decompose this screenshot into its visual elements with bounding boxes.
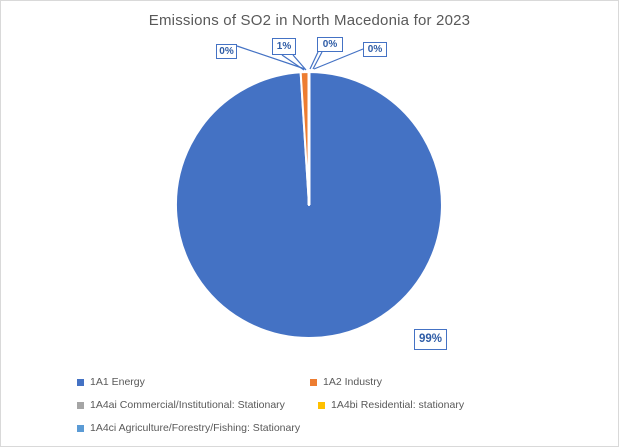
data-label-callout-slice-1[interactable]: 1% (272, 38, 296, 55)
legend-marker-icon (77, 424, 84, 432)
chart-title: Emissions of SO2 in North Macedonia for … (148, 12, 471, 29)
legend-item-1[interactable]: 1A2 Industry (310, 375, 382, 389)
legend-item-label: 1A4ai Commercial/Institutional: Stationa… (90, 399, 285, 411)
leader-line (312, 51, 323, 70)
data-label-callout-slice-3[interactable]: 0% (317, 37, 343, 52)
leader-line (292, 54, 307, 71)
leader-line (236, 45, 306, 70)
legend-marker-icon (318, 401, 325, 409)
legend-item-label: 1A4bi Residential: stationary (331, 399, 465, 411)
legend-marker-icon (77, 378, 84, 386)
data-label-callout-slice-2[interactable]: 0% (216, 44, 237, 59)
leader-line (313, 48, 364, 70)
legend-item-label: 1A1 Energy (90, 376, 145, 388)
legend-item-2[interactable]: 1A4ai Commercial/Institutional: Stationa… (77, 398, 285, 412)
data-label-callout-slice-4[interactable]: 0% (363, 42, 387, 57)
legend-marker-icon (310, 378, 317, 386)
legend-item-0[interactable]: 1A1 Energy (77, 375, 145, 389)
legend-item-4[interactable]: 1A4ci Agriculture/Forestry/Fishing: Stat… (77, 421, 300, 435)
data-label-callout-slice-0[interactable]: 99% (414, 329, 447, 350)
legend-item-label: 1A4ci Agriculture/Forestry/Fishing: Stat… (90, 422, 301, 434)
leader-line (309, 51, 319, 70)
legend-item-3[interactable]: 1A4bi Residential: stationary (318, 398, 464, 412)
legend-item-label: 1A2 Industry (323, 376, 382, 388)
legend-marker-icon (77, 401, 84, 409)
